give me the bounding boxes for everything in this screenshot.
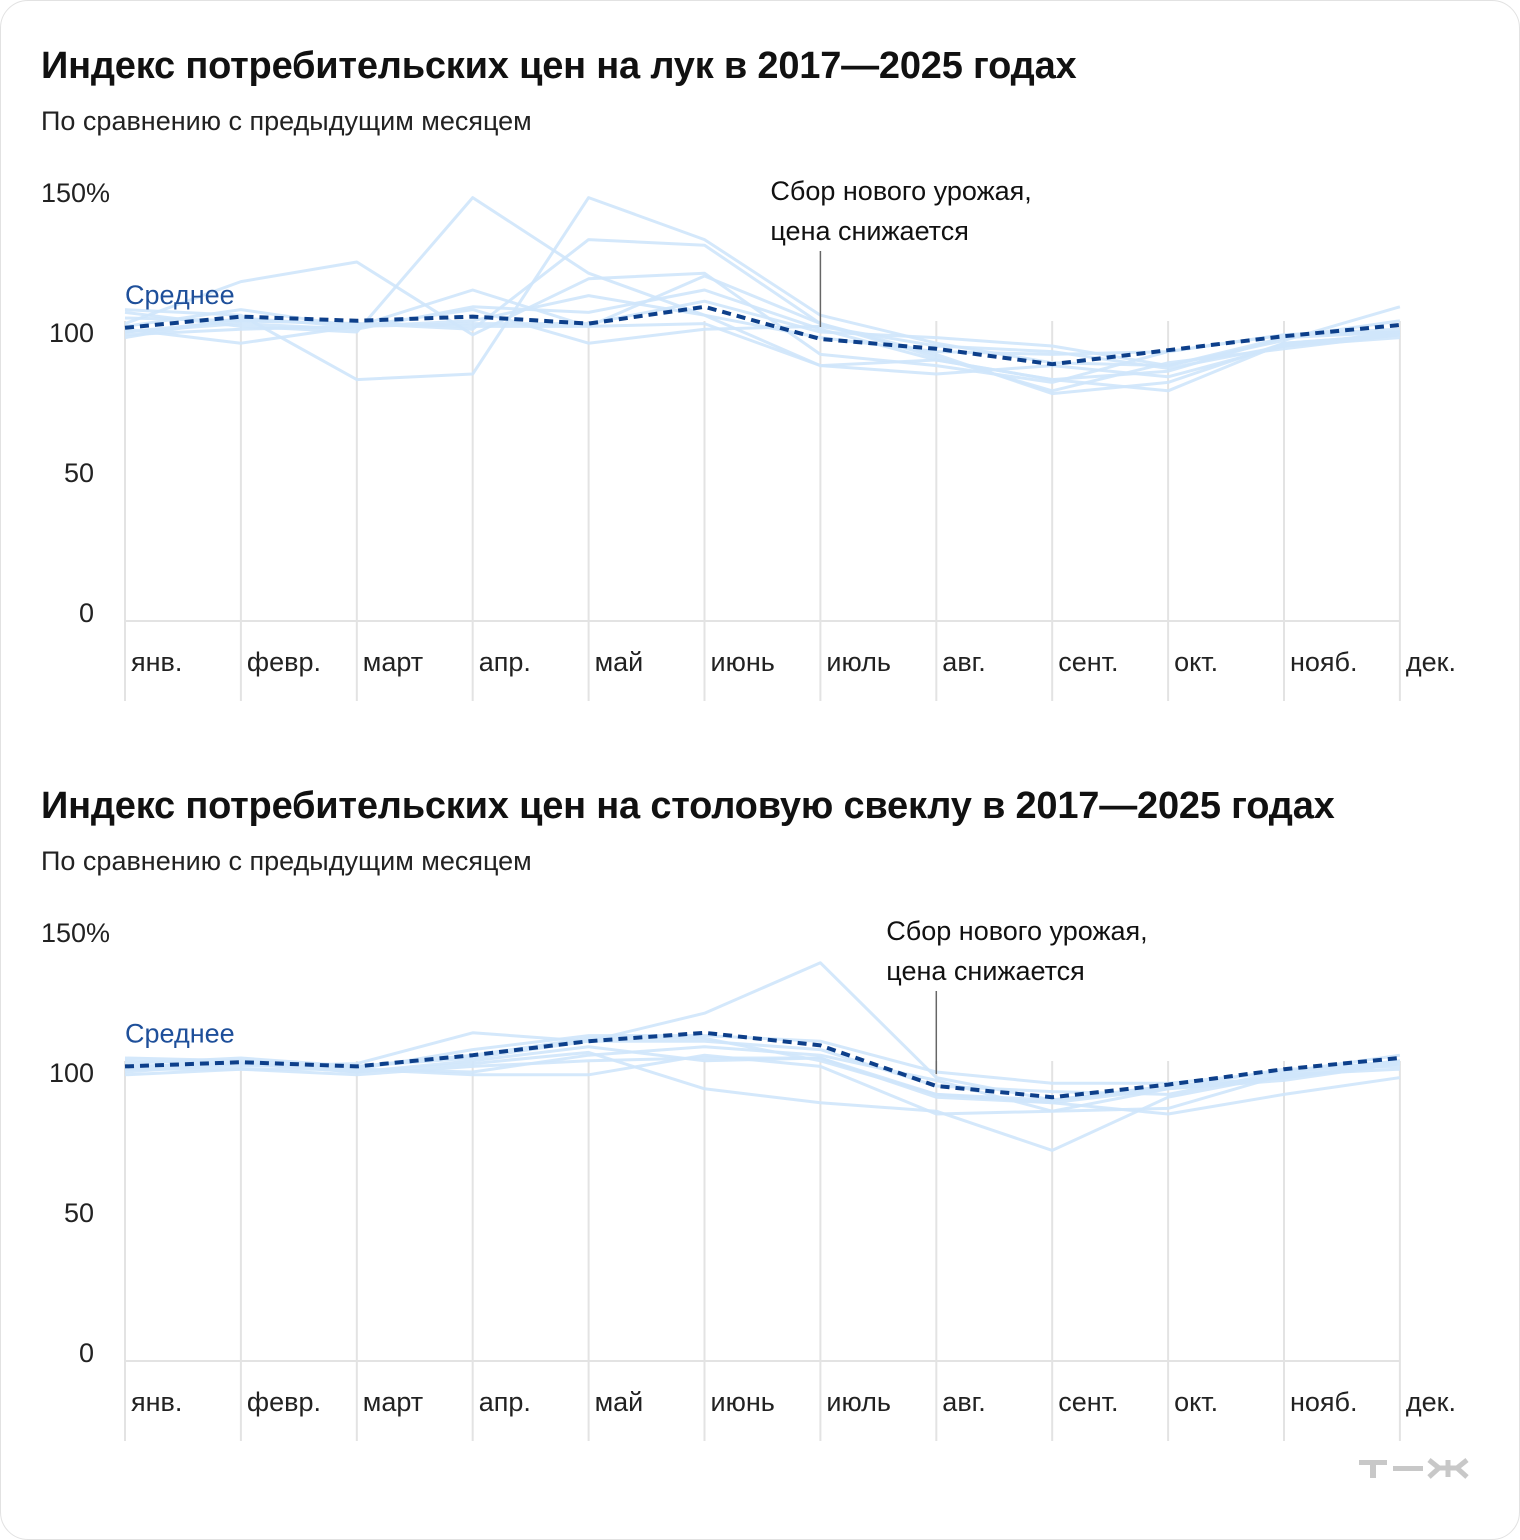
x-tick-label: сент. <box>1058 1387 1118 1417</box>
beet-price-chart: 0 50 100 150% янв. февр. март апр. май июнь июль ав… <box>41 916 1456 1441</box>
x-tick-label: июль <box>826 647 891 677</box>
y-tick-label: 50 <box>64 1198 94 1228</box>
year-series-line <box>125 1056 1401 1116</box>
x-tick-label: нояб. <box>1290 647 1358 677</box>
chart-title: Индекс потребительских цен на лук в 2017… <box>41 45 1077 87</box>
x-tick-label: окт. <box>1174 1387 1218 1417</box>
x-tick-label: авг. <box>942 647 985 677</box>
x-tick-label: май <box>595 1387 644 1417</box>
annotation-text: цена снижается <box>886 956 1084 986</box>
x-tick-label: янв. <box>131 647 182 677</box>
x-tick-label: июнь <box>711 647 775 677</box>
x-tick-label: окт. <box>1174 647 1218 677</box>
year-series-line <box>124 196 1400 382</box>
onion-chart-panel: Индекс потребительских цен на лук в 2017… <box>1 1 1520 701</box>
average-series-line <box>124 1030 1401 1100</box>
annotation-text: Сбор нового урожая, <box>770 176 1031 206</box>
y-tick-label: 0 <box>79 1338 94 1368</box>
year-series-line <box>124 238 1401 393</box>
annotation-text: цена снижается <box>770 216 968 246</box>
x-tick-label: янв. <box>131 1387 182 1417</box>
onion-price-chart: 0 50 100 150% янв. февр. март апр. май июнь июль ав… <box>41 176 1456 701</box>
x-tick-label: февр. <box>247 1387 321 1417</box>
chart-subtitle: По сравнению с предыдущим месяцем <box>41 846 532 876</box>
x-tick-label: июль <box>826 1387 891 1417</box>
x-tick-label: март <box>363 1387 423 1417</box>
average-label: Среднее <box>125 280 235 310</box>
year-series-line <box>124 308 1401 370</box>
x-tick-label: апр. <box>479 647 531 677</box>
chart-subtitle: По сравнению с предыдущим месяцем <box>41 106 532 136</box>
y-tick-label: 100 <box>49 1058 94 1088</box>
year-series-line <box>124 274 1401 396</box>
annotation-text: Сбор нового урожая, <box>886 916 1147 946</box>
brand-logo <box>1359 1458 1469 1479</box>
y-tick-label: 50 <box>64 458 94 488</box>
x-tick-label: март <box>363 647 423 677</box>
year-series-line <box>124 196 1401 393</box>
y-tick-label: 0 <box>79 598 94 628</box>
x-tick-label: нояб. <box>1290 1387 1358 1417</box>
chart-title: Индекс потребительских цен на столовую с… <box>41 785 1335 827</box>
y-tick-label: 150% <box>41 178 110 208</box>
beet-chart-panel: Индекс потребительских цен на столовую с… <box>1 741 1520 1441</box>
x-tick-label: июнь <box>711 1387 775 1417</box>
y-tick-label: 150% <box>41 918 110 948</box>
x-tick-label: февр. <box>247 647 321 677</box>
x-tick-label: сент. <box>1058 647 1118 677</box>
x-tick-label: май <box>595 647 644 677</box>
x-tick-label: апр. <box>479 1387 531 1417</box>
x-tick-label: дек. <box>1406 1387 1456 1417</box>
x-tick-label: авг. <box>942 1387 985 1417</box>
year-series-line <box>124 1050 1401 1152</box>
y-tick-label: 100 <box>49 318 94 348</box>
x-tick-label: дек. <box>1406 647 1456 677</box>
average-series-line <box>124 304 1401 367</box>
average-label: Среднее <box>125 1018 235 1048</box>
